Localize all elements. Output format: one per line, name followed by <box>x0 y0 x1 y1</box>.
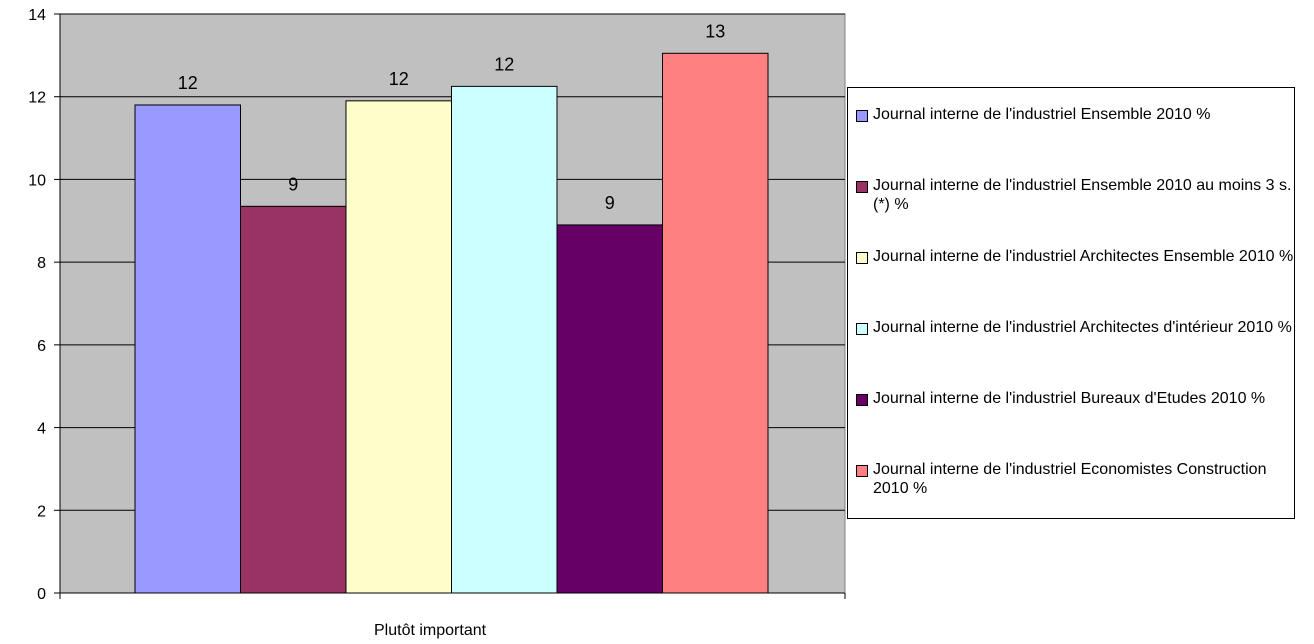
data-label: 12 <box>178 73 198 93</box>
legend-label: Journal interne de l'industriel Ensemble… <box>873 177 1292 213</box>
legend-item: Journal interne de l'industriel Ensemble… <box>856 105 1294 124</box>
data-label: 13 <box>705 21 725 41</box>
y-tick-label: 12 <box>28 90 46 107</box>
data-label: 12 <box>389 69 409 89</box>
legend-label: Journal interne de l'industriel Architec… <box>873 248 1294 265</box>
legend-swatch <box>856 181 868 193</box>
y-tick-label: 0 <box>37 586 46 603</box>
legend-label: Journal interne de l'industriel Economis… <box>873 461 1267 497</box>
data-label: 9 <box>288 174 298 194</box>
legend-swatch <box>856 323 868 335</box>
y-tick-label: 8 <box>37 255 46 272</box>
data-label: 12 <box>494 54 514 74</box>
legend-swatch <box>856 394 868 406</box>
bar <box>134 104 241 594</box>
legend-item: Journal interne de l'industriel Bureaux … <box>856 389 1294 408</box>
y-tick-label: 14 <box>28 7 46 24</box>
data-label: 9 <box>605 193 615 213</box>
y-tick-label: 2 <box>37 503 46 520</box>
legend-swatch <box>856 110 868 122</box>
legend-item: Journal interne de l'industriel Ensemble… <box>856 176 1294 214</box>
legend-item: Journal interne de l'industriel Economis… <box>856 460 1294 498</box>
x-category-label: Plutôt important <box>374 622 487 639</box>
legend-label: Journal interne de l'industriel Bureaux … <box>873 390 1266 407</box>
bar <box>556 224 663 594</box>
y-tick-label: 4 <box>37 421 46 438</box>
y-tick-label: 6 <box>37 338 46 355</box>
legend-label: Journal interne de l'industriel Ensemble… <box>873 106 1211 123</box>
bar <box>345 100 452 594</box>
legend-swatch <box>856 252 868 264</box>
y-tick-label: 10 <box>28 172 46 189</box>
legend-label: Journal interne de l'industriel Architec… <box>873 319 1292 336</box>
bar <box>451 85 558 594</box>
bar <box>662 52 769 594</box>
legend-swatch <box>856 465 868 477</box>
legend-item: Journal interne de l'industriel Architec… <box>856 318 1294 337</box>
legend: Journal interne de l'industriel Ensemble… <box>847 87 1295 519</box>
bar <box>240 205 347 594</box>
legend-item: Journal interne de l'industriel Architec… <box>856 247 1294 266</box>
